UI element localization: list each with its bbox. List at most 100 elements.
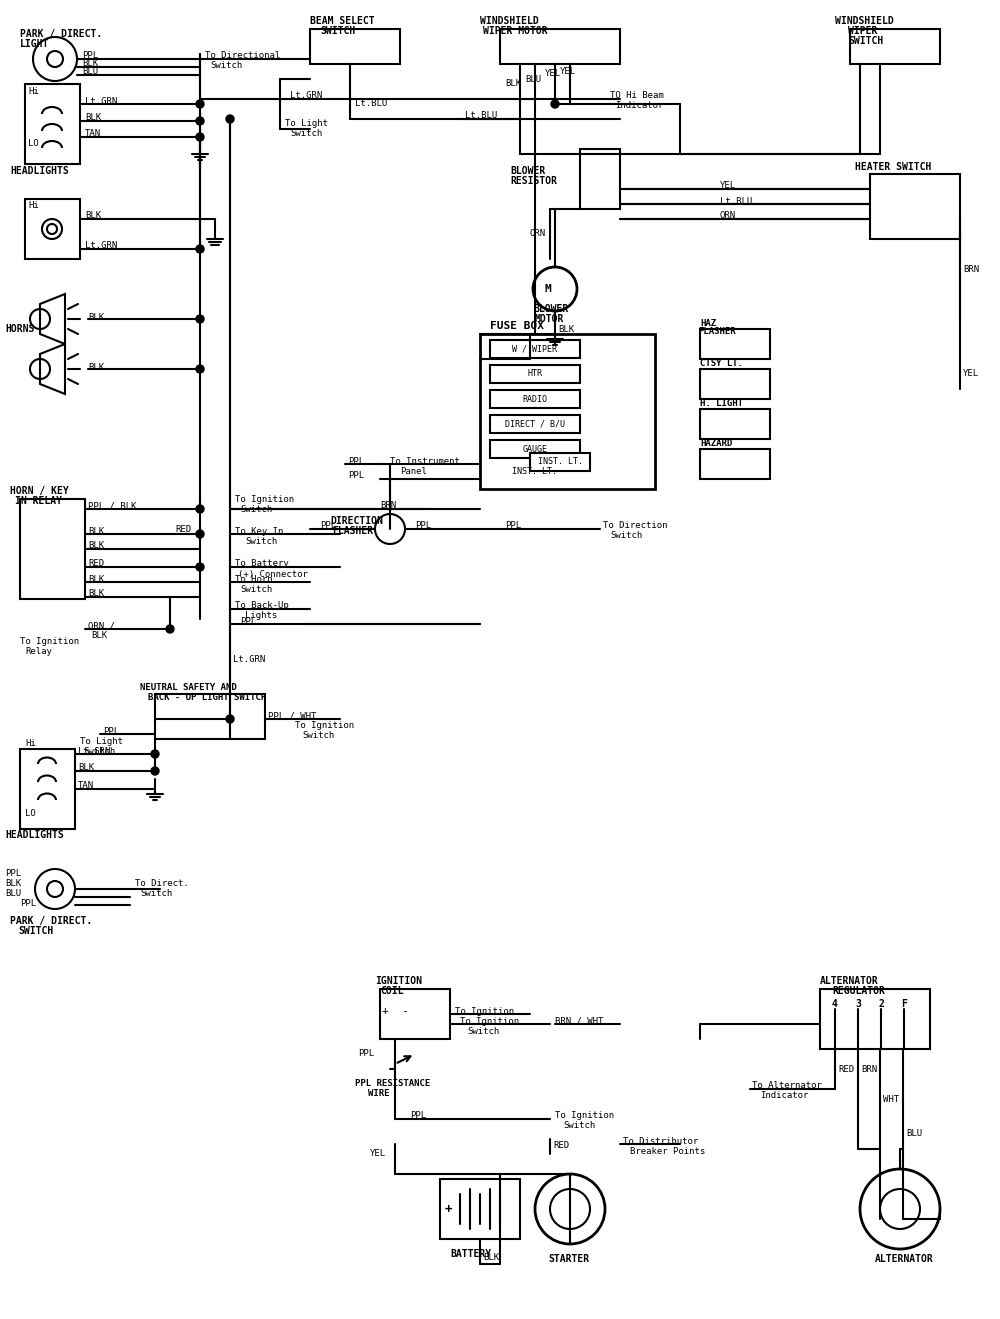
- Bar: [850, 29, 940, 65]
- Text: SWITCH: SWITCH: [18, 926, 53, 936]
- Text: BLOWER: BLOWER: [510, 166, 545, 175]
- Text: BACK - UP LIGHT SWITCH: BACK - UP LIGHT SWITCH: [148, 692, 266, 702]
- Text: BRN: BRN: [963, 265, 979, 273]
- Text: Lt.BLU: Lt.BLU: [465, 112, 497, 120]
- Text: Lt.GRN: Lt.GRN: [85, 241, 117, 251]
- Text: To Directional: To Directional: [205, 51, 280, 61]
- Text: +  -: + -: [382, 1006, 409, 1016]
- Text: BLK: BLK: [5, 880, 21, 889]
- Circle shape: [196, 117, 204, 125]
- Text: To Ignition: To Ignition: [235, 495, 294, 504]
- Text: HORN / KEY: HORN / KEY: [10, 485, 69, 496]
- Text: IGNITION: IGNITION: [375, 976, 422, 987]
- Circle shape: [196, 505, 204, 513]
- Text: LIGHT: LIGHT: [20, 40, 49, 49]
- Bar: [440, 1179, 520, 1239]
- Text: HAZARD: HAZARD: [700, 438, 732, 447]
- Text: To Ignition: To Ignition: [460, 1017, 519, 1025]
- Text: 2: 2: [878, 998, 884, 1009]
- Text: PPL: PPL: [348, 471, 364, 480]
- Text: PPL / WHT: PPL / WHT: [268, 711, 316, 720]
- Text: RADIO: RADIO: [522, 394, 548, 404]
- Text: To Direct.: To Direct.: [135, 880, 189, 889]
- Text: RED: RED: [88, 559, 104, 568]
- Text: PPL / BLK: PPL / BLK: [88, 501, 136, 510]
- Bar: [490, 340, 580, 357]
- Circle shape: [226, 115, 234, 123]
- Text: INST. LT.: INST. LT.: [538, 458, 582, 467]
- Text: PPL: PPL: [240, 616, 256, 625]
- Text: HORNS: HORNS: [5, 324, 34, 334]
- Text: FUSE BOX: FUSE BOX: [490, 321, 544, 331]
- Text: Lt.BLU: Lt.BLU: [355, 99, 387, 108]
- Text: CTSY LT.: CTSY LT.: [700, 359, 743, 368]
- Bar: [380, 989, 450, 1039]
- Text: To Light: To Light: [80, 736, 123, 745]
- Bar: [700, 409, 770, 439]
- Text: Relay: Relay: [25, 646, 52, 656]
- Bar: [20, 749, 75, 830]
- Circle shape: [196, 563, 204, 571]
- Text: ALTERNATOR: ALTERNATOR: [875, 1254, 934, 1264]
- Text: WINDSHIELD: WINDSHIELD: [480, 16, 539, 26]
- Text: BRN / WHT: BRN / WHT: [555, 1017, 603, 1025]
- Text: BLK: BLK: [505, 79, 521, 88]
- Text: PPL: PPL: [103, 727, 119, 736]
- Text: LO: LO: [25, 810, 36, 819]
- Circle shape: [551, 100, 559, 108]
- Text: Lt.GRN: Lt.GRN: [290, 91, 322, 100]
- Bar: [530, 452, 590, 471]
- Text: WIPER MOTOR: WIPER MOTOR: [483, 26, 548, 36]
- Text: STARTER: STARTER: [548, 1254, 589, 1264]
- Text: WINDSHIELD: WINDSHIELD: [835, 16, 894, 26]
- Text: 3: 3: [855, 998, 861, 1009]
- Text: ALTERNATOR: ALTERNATOR: [820, 976, 879, 987]
- Bar: [700, 369, 770, 400]
- Text: HEADLIGHTS: HEADLIGHTS: [10, 166, 69, 175]
- Text: Indicator: Indicator: [760, 1092, 808, 1100]
- Text: Lights: Lights: [245, 612, 277, 620]
- Text: 4: 4: [832, 998, 838, 1009]
- Text: Switch: Switch: [140, 889, 172, 898]
- Text: YEL: YEL: [963, 369, 979, 379]
- Text: To Ignition: To Ignition: [455, 1006, 514, 1016]
- Text: FLASHER: FLASHER: [332, 526, 373, 536]
- Text: M: M: [545, 284, 551, 294]
- Text: BLK: BLK: [78, 764, 94, 773]
- Text: BLK: BLK: [85, 113, 101, 123]
- Circle shape: [226, 715, 234, 723]
- Text: BLK: BLK: [88, 363, 104, 372]
- Text: HAZ: HAZ: [700, 318, 716, 327]
- Text: Switch: Switch: [610, 532, 642, 541]
- Text: (+) Connector: (+) Connector: [238, 570, 308, 579]
- Text: MOTOR: MOTOR: [535, 314, 564, 324]
- Text: To Ignition: To Ignition: [20, 637, 79, 645]
- Text: PPL: PPL: [320, 521, 336, 530]
- Text: BLK: BLK: [558, 324, 574, 334]
- Text: W / WIPER: W / WIPER: [512, 344, 558, 353]
- Circle shape: [196, 245, 204, 253]
- Text: PPL: PPL: [410, 1112, 426, 1121]
- Text: TO Hi Beam: TO Hi Beam: [610, 91, 664, 100]
- Bar: [310, 29, 400, 65]
- Text: SWITCH: SWITCH: [848, 36, 883, 46]
- Text: YEL: YEL: [370, 1149, 386, 1158]
- Text: F: F: [901, 998, 907, 1009]
- Bar: [580, 149, 620, 208]
- Text: Indicator: Indicator: [615, 102, 663, 111]
- Text: COIL: COIL: [380, 987, 404, 996]
- Circle shape: [196, 365, 204, 373]
- Text: TAN: TAN: [78, 781, 94, 790]
- Circle shape: [196, 133, 204, 141]
- Bar: [25, 199, 80, 259]
- Text: To Distributor: To Distributor: [623, 1137, 698, 1145]
- Bar: [155, 694, 265, 739]
- Text: PPL: PPL: [5, 869, 21, 878]
- Text: To Alternator: To Alternator: [752, 1082, 822, 1091]
- Text: HTR: HTR: [528, 369, 542, 379]
- Text: To Key In: To Key In: [235, 526, 283, 536]
- Text: BLK: BLK: [483, 1253, 499, 1261]
- Text: ORN: ORN: [720, 211, 736, 220]
- Text: Switch: Switch: [245, 537, 277, 546]
- Text: BLK: BLK: [88, 526, 104, 536]
